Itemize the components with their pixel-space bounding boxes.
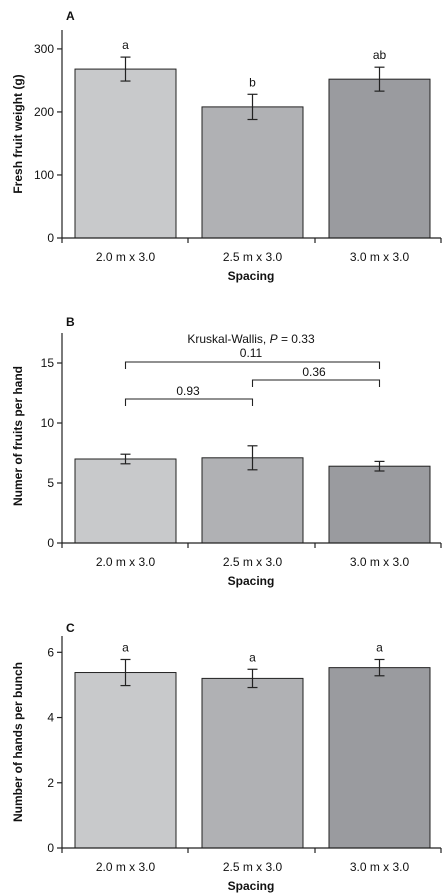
p-value: = 0.33 [278,332,315,346]
y-axis-title: Number of hands per bunch [11,662,25,822]
x-axis-title: Spacing [228,269,275,283]
x-tick-label: 2.5 m x 3.0 [223,860,283,874]
x-tick-label: 3.0 m x 3.0 [350,860,410,874]
bar [328,465,431,544]
bar [201,457,304,544]
bar [201,677,304,849]
x-tick-label: 2.5 m x 3.0 [223,250,283,264]
x-tick-label: 3.0 m x 3.0 [350,555,410,569]
y-tick-label: 100 [34,168,54,182]
bar [74,672,177,849]
significance-letter: a [249,650,256,664]
y-tick-label: 10 [41,416,55,430]
significance-letter: a [122,640,129,654]
x-tick-label: 2.0 m x 3.0 [96,860,156,874]
x-tick-label: 2.0 m x 3.0 [96,250,156,264]
panel-letter: A [66,9,75,23]
y-tick-label: 4 [47,711,54,725]
comparison-p-value: 0.36 [302,365,326,379]
y-tick-label: 0 [47,231,54,245]
comparison-p-value: 0.11 [240,346,263,360]
x-tick-label: 2.5 m x 3.0 [223,555,283,569]
test-name: Kruskal-Wallis, [187,332,269,346]
bar [74,458,177,544]
y-tick-label: 2 [47,776,54,790]
significance-letter: a [122,38,129,52]
y-tick-label: 6 [47,645,54,659]
y-tick-label: 0 [47,841,54,855]
bar [328,667,431,849]
bar [74,68,177,239]
y-tick-label: 5 [47,476,54,490]
x-axis-title: Spacing [228,574,275,588]
y-axis-title: Fresh fruit weight (g) [11,74,25,193]
kruskal-wallis-annotation: Kruskal-Wallis, P = 0.33 [187,332,315,346]
x-tick-label: 3.0 m x 3.0 [350,250,410,264]
comparison-bracket [251,379,381,387]
comparison-bracket [124,398,254,406]
x-tick-label: 2.0 m x 3.0 [96,555,156,569]
y-tick-label: 0 [47,536,54,550]
y-tick-label: 15 [41,356,55,370]
comparison-bracket [124,361,381,369]
y-tick-label: 200 [34,105,54,119]
bar [201,106,304,239]
p-symbol: P [270,332,278,346]
significance-letter: b [249,75,256,89]
y-axis-title: Numer of fruits per hand [11,366,25,506]
significance-letter: a [376,640,383,654]
panel-letter: B [66,315,75,329]
y-tick-label: 300 [34,42,54,56]
significance-letter: ab [373,48,387,62]
panel-letter: C [66,621,75,635]
x-axis-title: Spacing [228,879,275,893]
comparison-p-value: 0.93 [176,384,200,398]
bar [328,78,431,239]
